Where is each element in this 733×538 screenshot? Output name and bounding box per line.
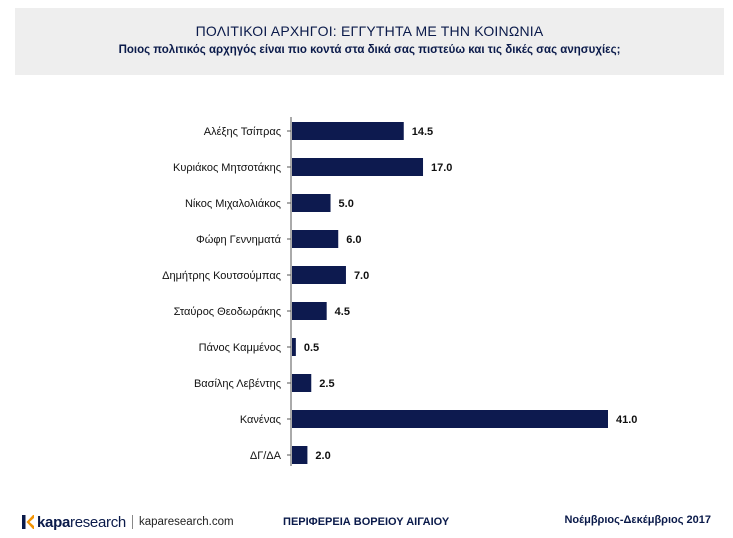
bar [292, 302, 327, 320]
category-label: Κανένας [240, 414, 281, 426]
category-label: Αλέξης Τσίπρας [204, 126, 281, 138]
chart-subtitle: Ποιος πολιτικός αρχηγός είναι πιο κοντά … [118, 44, 621, 56]
category-label: Δημήτρης Κουτσούμπας [162, 270, 281, 282]
value-label: 7.0 [354, 270, 369, 282]
value-label: 5.0 [339, 198, 354, 210]
bar [292, 410, 608, 428]
logo-divider [131, 515, 133, 529]
category-label: ΔΓ/ΔΑ [250, 450, 282, 462]
category-label: Σταύρος Θεοδωράκης [174, 306, 281, 318]
bar [292, 446, 308, 464]
chart-header: ΠΟΛΙΤΙΚΟΙ ΑΡΧΗΓΟΙ: ΕΓΓΥΤΗΤΑ ΜΕ ΤΗΝ ΚΟΙΝΩ… [15, 8, 724, 75]
value-label: 14.5 [412, 126, 433, 138]
value-label: 4.5 [335, 306, 350, 318]
bar [292, 158, 424, 176]
logo-wordmark: kaparesearch [37, 514, 126, 531]
value-label: 17.0 [431, 162, 452, 174]
category-label: Φώφη Γεννηματά [196, 234, 282, 246]
category-label: Πάνος Καμμένος [199, 342, 281, 354]
bar [292, 266, 346, 284]
category-label: Βασίλης Λεβέντης [194, 378, 281, 390]
bar [292, 338, 296, 356]
logo-brand: kapa [37, 513, 70, 531]
category-label: Κυριάκος Μητσοτάκης [173, 162, 281, 174]
logo-research: research [70, 513, 126, 531]
bar [292, 194, 331, 212]
bar [292, 230, 339, 248]
value-label: 41.0 [616, 414, 637, 426]
value-label: 2.0 [315, 450, 330, 462]
footer-date: Νοέμβριος-Δεκέμβριος 2017 [564, 514, 711, 526]
chart-title: ΠΟΛΙΤΙΚΟΙ ΑΡΧΗΓΟΙ: ΕΓΓΥΤΗΤΑ ΜΕ ΤΗΝ ΚΟΙΝΩ… [195, 23, 544, 39]
logo-url: kaparesearch.com [138, 516, 234, 528]
kapa-logo-icon [22, 515, 34, 529]
category-label: Νίκος Μιχαλολιάκος [185, 198, 281, 210]
value-label: 2.5 [319, 378, 334, 390]
footer-region: ΠΕΡΙΦΕΡΕΙΑ ΒΟΡΕΙΟΥ ΑΙΓΑΙΟΥ [283, 516, 450, 528]
value-label: 6.0 [346, 234, 361, 246]
value-label: 0.5 [304, 342, 319, 354]
kapa-research-logo: kaparesearch kaparesearch.com [22, 512, 234, 532]
bar [292, 374, 312, 392]
bar [292, 122, 404, 140]
